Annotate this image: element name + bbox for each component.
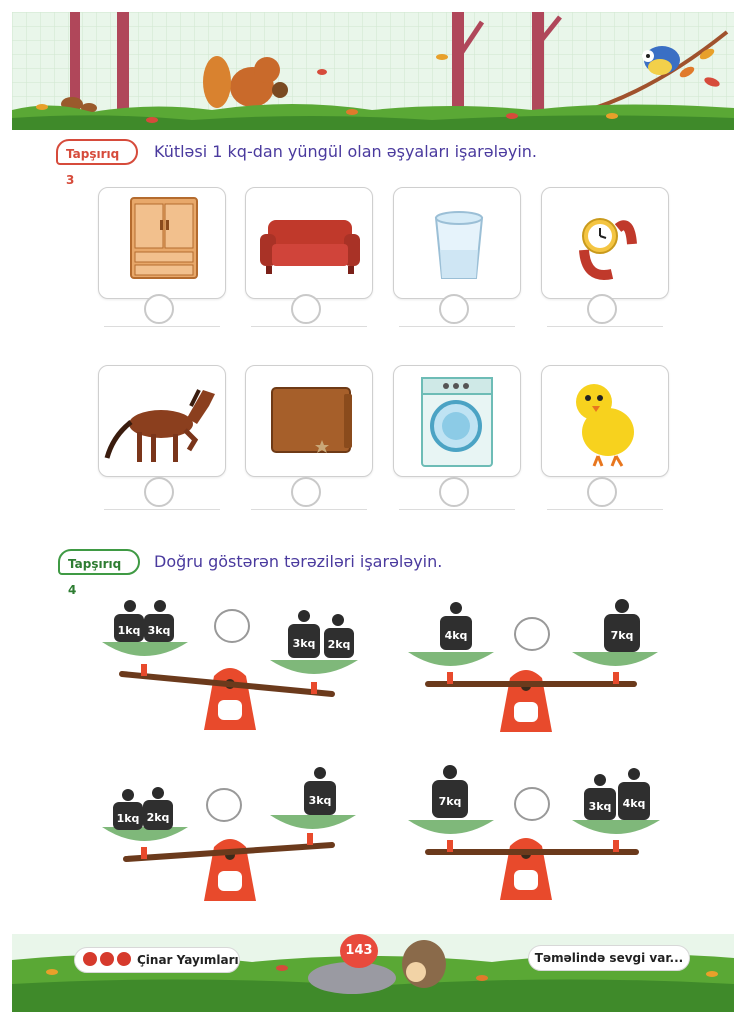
- scale-base: [500, 838, 552, 900]
- task3-badge: Tapşırıq 3: [56, 139, 138, 187]
- item-card-horse: [98, 365, 226, 477]
- item-card-glass: [393, 187, 521, 299]
- weight-label: 1kq: [117, 812, 140, 825]
- weight-2kq: 2kq: [324, 614, 354, 658]
- weight-label: 7kq: [611, 629, 634, 642]
- weight-3kq: 3kq: [288, 610, 320, 658]
- answer-circle-scale-3: [206, 788, 242, 822]
- weight-label: 7kq: [439, 795, 462, 808]
- answer-circle-glass[interactable]: [439, 294, 469, 324]
- answer-circle-wallet[interactable]: [291, 477, 321, 507]
- youtube-icon: [117, 952, 131, 966]
- item-card-sofa: [245, 187, 373, 299]
- page-number: 143: [340, 934, 378, 968]
- right-pan: [270, 815, 356, 829]
- weight-label: 3kq: [293, 637, 316, 650]
- divider: [251, 509, 367, 510]
- header-banner: [12, 12, 734, 130]
- horse-icon: [104, 389, 215, 462]
- glass-icon: [434, 211, 484, 279]
- balance-scale-3: 1kq 2kq 3kq: [100, 765, 360, 903]
- scale-base: [204, 668, 256, 730]
- balance-scale-2: 4kq 7kq: [406, 598, 666, 734]
- weight-label: 4kq: [445, 629, 468, 642]
- balance-scale-1: 1kq 3kq 3kq 2kq: [100, 596, 360, 732]
- wardrobe-icon: [130, 197, 198, 279]
- left-pan: [408, 820, 494, 834]
- chick-icon: [576, 384, 634, 467]
- weight-4kq: 4kq: [618, 768, 650, 820]
- weight-2kq: 2kq: [143, 787, 173, 830]
- answer-circle-wristwatch[interactable]: [587, 294, 617, 324]
- item-card-wristwatch: [541, 187, 669, 299]
- item-card-wardrobe: [98, 187, 226, 299]
- item-card-washing-machine: [393, 365, 521, 477]
- left-pan: [102, 827, 188, 841]
- answer-circle-scale-4: [514, 787, 550, 821]
- weight-label: 1kq: [118, 624, 141, 637]
- answer-circle-washing-machine[interactable]: [439, 477, 469, 507]
- weight-label: 3kq: [589, 800, 612, 813]
- item-card-chick: [541, 365, 669, 477]
- slogan-pill: Təməlində sevgi var...: [528, 945, 690, 971]
- weight-3kq: 3kq: [584, 774, 616, 820]
- weight-4kq: 4kq: [440, 602, 472, 650]
- balance-scale-4: 7kq 3kq 4kq: [406, 762, 670, 902]
- weight-label: 3kq: [148, 624, 171, 637]
- weight-label: 4kq: [623, 797, 646, 810]
- instagram-icon: [100, 952, 114, 966]
- left-pan: [102, 642, 188, 656]
- right-pan: [572, 652, 658, 666]
- wristwatch-icon: [579, 218, 637, 280]
- divider: [547, 509, 663, 510]
- right-pan: [270, 660, 358, 674]
- right-pan: [572, 820, 660, 834]
- wallet-icon: [271, 387, 352, 453]
- washing-machine-icon: [421, 377, 493, 467]
- answer-circle-scale-1: [214, 609, 250, 643]
- answer-circle-scale-2: [514, 617, 550, 651]
- answer-circle-horse[interactable]: [144, 477, 174, 507]
- task3-instruction: Kütləsi 1 kq-dan yüngül olan əşyaları iş…: [154, 142, 538, 161]
- facebook-icon: [83, 952, 97, 966]
- answer-circle-wardrobe[interactable]: [144, 294, 174, 324]
- divider: [104, 509, 220, 510]
- weight-label: 3kq: [309, 794, 332, 807]
- item-card-wallet: [245, 365, 373, 477]
- weight-3kq: 3kq: [144, 600, 174, 642]
- weight-1kq: 1kq: [114, 600, 144, 642]
- task4-badge: Tapşırıq 4: [58, 549, 140, 597]
- weight-7kq: 7kq: [432, 765, 468, 818]
- weight-label: 2kq: [147, 811, 170, 824]
- divider: [399, 509, 515, 510]
- answer-circle-sofa[interactable]: [291, 294, 321, 324]
- weight-3kq: 3kq: [304, 767, 336, 815]
- answer-circle-chick[interactable]: [587, 477, 617, 507]
- task4-instruction: Doğru göstərən tərəziləri işarələyin.: [154, 552, 443, 571]
- weight-1kq: 1kq: [113, 789, 143, 830]
- divider: [104, 326, 220, 327]
- scale-base: [500, 670, 552, 732]
- publisher-name: Çinar Yayımları: [137, 953, 239, 967]
- weight-7kq: 7kq: [604, 599, 640, 652]
- left-pan: [408, 652, 494, 666]
- divider: [547, 326, 663, 327]
- weight-label: 2kq: [328, 638, 351, 651]
- hedgehog-icon: [402, 940, 446, 988]
- divider: [251, 326, 367, 327]
- rock-icon: [308, 962, 396, 994]
- divider: [399, 326, 515, 327]
- publisher-pill: Çinar Yayımları: [74, 947, 240, 973]
- sofa-icon: [260, 220, 360, 274]
